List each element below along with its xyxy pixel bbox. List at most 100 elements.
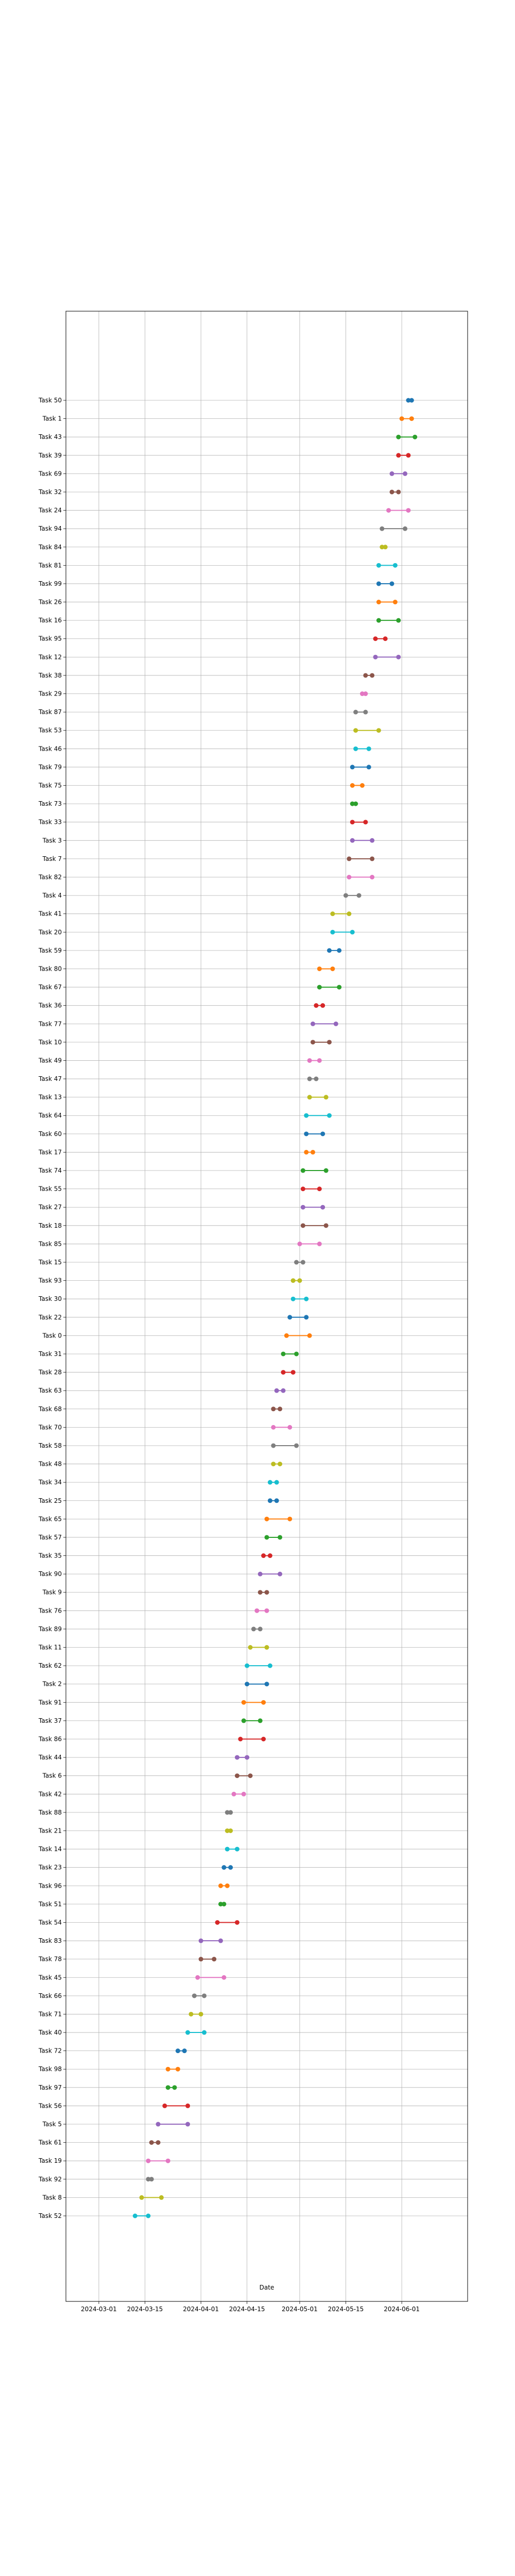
task-end-point <box>159 2195 164 2200</box>
task-start-point <box>386 508 391 513</box>
task-start-point <box>264 1516 269 1521</box>
task-end-point <box>149 2177 154 2182</box>
task-start-point <box>281 1370 286 1375</box>
task-start-point <box>311 1021 316 1026</box>
task-start-point <box>198 1938 203 1943</box>
y-tick-label: Task 20 <box>38 928 62 936</box>
task-dumbbell <box>389 489 401 495</box>
task-dumbbell <box>162 2103 191 2108</box>
y-tick-label: Task 42 <box>38 1790 62 1798</box>
task-start-point <box>363 673 368 678</box>
y-tick-label: Task 68 <box>38 1405 62 1413</box>
y-tick-label: Task 57 <box>38 1534 62 1541</box>
task-dumbbell <box>327 948 342 953</box>
task-start-point <box>359 691 365 697</box>
task-start-point <box>248 1645 253 1650</box>
y-tick-label: Task 91 <box>38 1699 62 1706</box>
task-dumbbell <box>396 453 411 458</box>
task-end-point <box>287 1425 293 1430</box>
task-end-point <box>228 1810 233 1815</box>
y-tick-label: Task 21 <box>38 1827 62 1834</box>
task-start-point <box>162 2103 167 2108</box>
task-dumbbell <box>281 1351 299 1357</box>
task-dumbbell <box>267 1480 279 1485</box>
y-tick-label: Task 94 <box>38 525 62 532</box>
y-tick-label: Task 27 <box>38 1204 62 1211</box>
y-tick-label: Task 59 <box>38 947 62 954</box>
task-start-point <box>146 2158 151 2163</box>
task-start-point <box>300 1205 305 1210</box>
task-end-point <box>287 1516 293 1521</box>
task-dumbbell <box>350 783 365 788</box>
task-dumbbell <box>271 1462 283 1467</box>
task-end-point <box>347 911 352 917</box>
task-dumbbell <box>175 2048 187 2054</box>
task-end-point <box>403 471 408 476</box>
task-end-point <box>392 600 398 605</box>
task-end-point <box>363 820 368 825</box>
task-dumbbell <box>347 874 375 879</box>
task-dumbbell <box>215 1920 239 1925</box>
task-end-point <box>294 1351 299 1357</box>
task-dumbbell <box>359 691 368 697</box>
task-end-point <box>314 1076 319 1081</box>
task-end-point <box>264 1682 269 1687</box>
task-end-point <box>221 1975 227 1980</box>
y-tick-label: Task 43 <box>38 433 62 440</box>
x-tick-label: 2024-05-01 <box>282 2306 318 2313</box>
task-start-point <box>396 453 401 458</box>
task-start-point <box>267 1480 272 1485</box>
task-end-point <box>330 966 335 971</box>
y-tick-label: Task 16 <box>38 617 62 624</box>
task-start-point <box>241 1718 246 1723</box>
task-dumbbell <box>274 1388 286 1393</box>
task-dumbbell <box>225 1846 239 1852</box>
task-start-point <box>376 600 381 605</box>
y-tick-label: Task 2 <box>42 1681 62 1688</box>
y-tick-label: Task 3 <box>42 837 62 844</box>
task-end-point <box>146 2213 151 2218</box>
task-dumbbell <box>146 2177 154 2182</box>
task-start-point <box>317 985 322 990</box>
task-start-point <box>350 783 355 788</box>
task-end-point <box>311 1149 316 1155</box>
task-dumbbell <box>373 636 388 641</box>
task-end-point <box>307 1333 312 1338</box>
y-tick-label: Task 14 <box>38 1845 62 1853</box>
task-dumbbell <box>271 1406 283 1412</box>
task-dumbbell <box>241 1700 266 1705</box>
y-tick-label: Task 83 <box>38 1937 62 1944</box>
task-start-point <box>146 2177 151 2182</box>
task-start-point <box>261 1553 266 1558</box>
task-dumbbell <box>267 1498 279 1503</box>
task-dumbbell <box>317 966 335 971</box>
y-tick-label: Task 26 <box>38 599 62 606</box>
task-end-point <box>320 1003 325 1008</box>
task-end-point <box>225 1883 230 1888</box>
task-dumbbell <box>195 1975 227 1980</box>
task-dumbbell <box>139 2195 164 2200</box>
y-tick-label: Task 97 <box>38 2084 62 2091</box>
y-tick-label: Task 13 <box>38 1094 62 1101</box>
task-end-point <box>363 709 368 715</box>
task-dumbbell <box>238 1737 266 1742</box>
y-tick-label: Task 96 <box>38 1882 62 1889</box>
y-tick-label: Task 93 <box>38 1277 62 1284</box>
x-tick-label: 2024-06-01 <box>384 2306 420 2313</box>
task-start-point <box>271 1406 276 1412</box>
task-end-point <box>320 1205 325 1210</box>
task-dumbbell <box>225 1828 233 1833</box>
y-tick-label: Task 86 <box>38 1736 62 1743</box>
task-dumbbell <box>300 1168 329 1173</box>
task-start-point <box>380 526 385 531</box>
task-dumbbell <box>264 1516 293 1521</box>
y-tick-label: Task 25 <box>38 1497 62 1504</box>
task-end-point <box>300 1260 305 1265</box>
task-end-point <box>406 453 411 458</box>
y-tick-label: Task 90 <box>38 1570 62 1578</box>
task-dumbbell <box>234 1773 253 1778</box>
y-tick-label: Task 4 <box>42 892 62 899</box>
task-end-point <box>278 1462 283 1467</box>
y-tick-label: Task 84 <box>38 544 62 551</box>
